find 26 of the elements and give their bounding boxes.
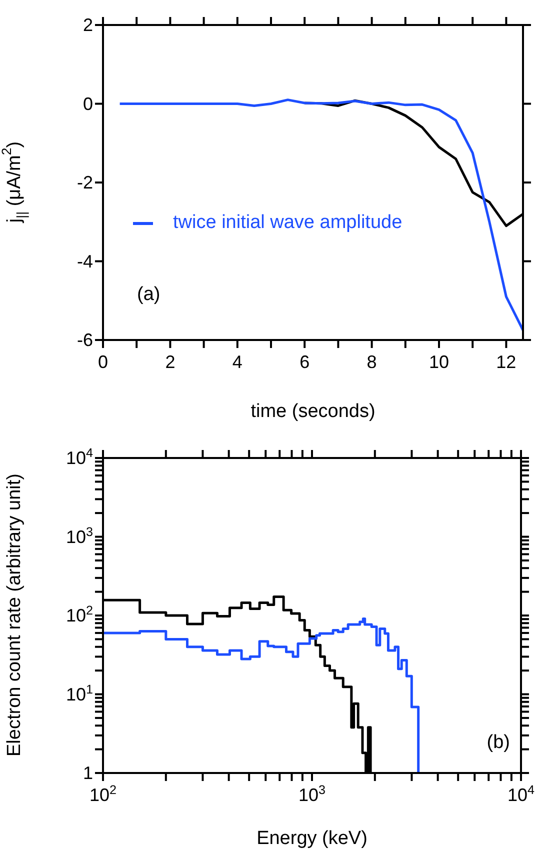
x-tick-label: 10$^{3}$ [298, 783, 326, 805]
y-tick-label: 10$^{2}$ [66, 604, 93, 626]
x-tick-label: 4 [232, 352, 242, 372]
x-tick-label: 0 [98, 352, 108, 372]
legend-label: twice initial wave amplitude [173, 212, 402, 234]
x-tick-label: 10$^{4}$ [507, 783, 535, 805]
x-axis-title: time (seconds) [250, 401, 376, 422]
x-tick-label: 10 [428, 352, 450, 372]
y-tick-label: 10$^{1}$ [66, 682, 93, 704]
y-tick-label: -6 [76, 330, 93, 350]
x-tick-label: 2 [165, 352, 176, 372]
x-tick-label: 8 [366, 352, 377, 372]
y-tick-label: -4 [76, 251, 93, 272]
line-series [118, 98, 523, 332]
y-tick-label: 10$^{3}$ [66, 524, 93, 547]
y-tick-label: 1 [82, 763, 93, 783]
x-axis-title: Energy (keV) [256, 828, 368, 849]
y-axis-title: Electron count rate (arbitrary unit) [4, 473, 24, 757]
y-tick-label: 10$^{4}$ [66, 446, 93, 468]
annotation: (a) [137, 284, 160, 305]
annotation: (b) [486, 732, 510, 753]
y-tick-label: 2 [82, 15, 93, 35]
y-tick-label: 0 [82, 94, 93, 114]
x-tick-label: 12 [496, 352, 516, 372]
x-tick-label: 6 [300, 352, 310, 372]
y-tick-label: -2 [76, 172, 93, 192]
